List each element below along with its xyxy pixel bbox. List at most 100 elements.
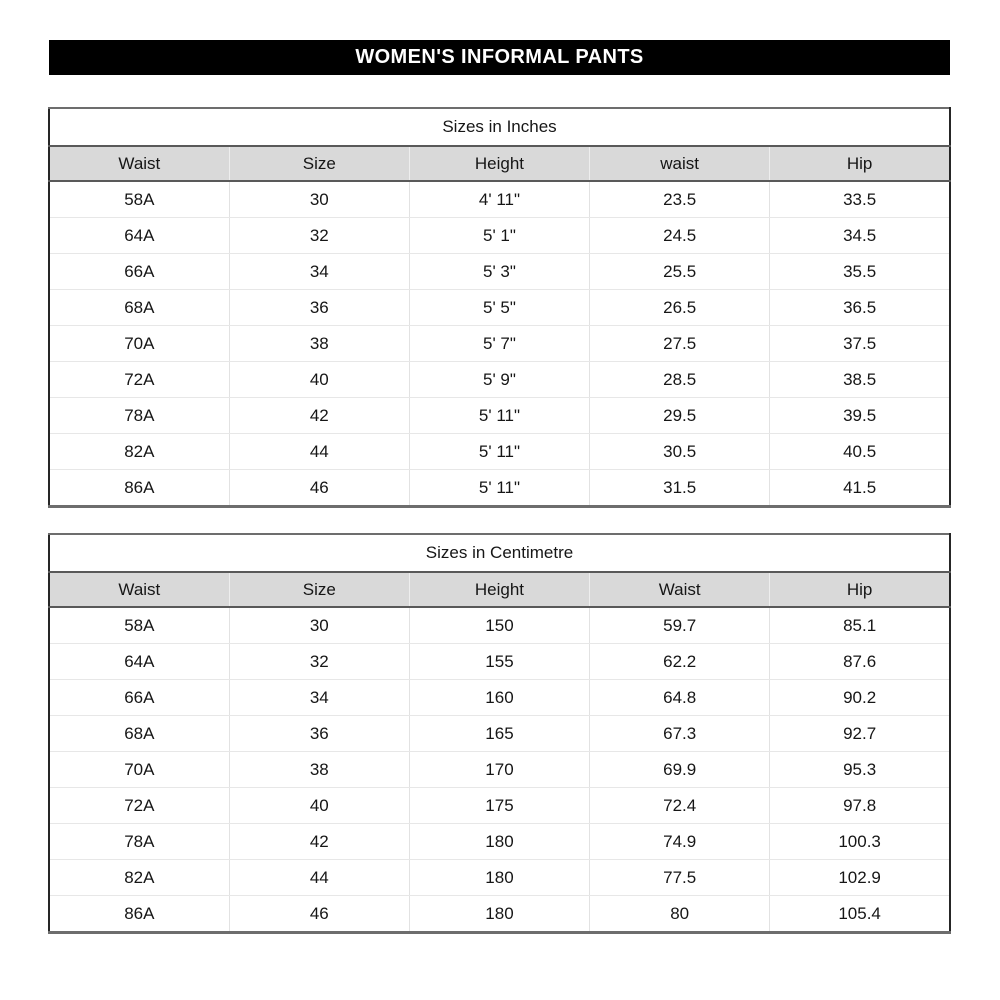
column-header-hip: Hip	[769, 146, 950, 182]
table-cell: 64.8	[589, 679, 770, 716]
table-cell: 36	[228, 289, 410, 326]
table-cell: 72A	[49, 787, 230, 824]
table-cell: 58A	[49, 181, 230, 218]
table-cell: 33.5	[769, 181, 950, 218]
table-header-row: Waist Size Height Waist Hip	[49, 572, 950, 608]
table-cell: 34	[228, 253, 410, 290]
table-cell: 80	[589, 895, 770, 933]
table-cell: 27.5	[589, 325, 770, 362]
table-cell: 5' 5"	[408, 289, 590, 326]
column-header-waist: waist	[589, 146, 770, 182]
table-cell: 67.3	[589, 715, 770, 752]
table-row: 68A 36 165 67.3 92.7	[49, 715, 950, 752]
table-cell: 5' 7"	[408, 325, 590, 362]
column-header-hip: Hip	[769, 572, 950, 608]
table-cell: 155	[408, 643, 590, 680]
column-header-waist: Waist	[589, 572, 770, 608]
table-row: 58A 30 4' 11" 23.5 33.5	[49, 181, 950, 218]
table-title: Sizes in Centimetre	[49, 534, 950, 573]
table-cell: 36.5	[769, 289, 950, 326]
table-row: 82A 44 180 77.5 102.9	[49, 859, 950, 896]
table-cell: 5' 11"	[408, 433, 590, 470]
table-cell: 32	[228, 217, 410, 254]
table-cell: 100.3	[769, 823, 950, 860]
table-cell: 78A	[49, 397, 230, 434]
table-row: 72A 40 5' 9" 28.5 38.5	[49, 361, 950, 398]
sizes-in-centimetre-table: Sizes in Centimetre Waist Size Height Waist…	[48, 533, 951, 934]
table-row: 78A 42 5' 11" 29.5 39.5	[49, 397, 950, 434]
table-cell: 68A	[49, 289, 230, 326]
table-cell: 5' 11"	[408, 397, 590, 434]
centimetre-table-section: Sizes in Centimetre Waist Size Height Waist…	[48, 533, 951, 934]
table-row: 64A 32 155 62.2 87.6	[49, 643, 950, 680]
table-cell: 5' 3"	[408, 253, 590, 290]
table-row: 58A 30 150 59.7 85.1	[49, 607, 950, 644]
table-cell: 30.5	[589, 433, 770, 470]
table-cell: 102.9	[769, 859, 950, 896]
table-cell: 39.5	[769, 397, 950, 434]
table-row: 64A 32 5' 1" 24.5 34.5	[49, 217, 950, 254]
table-cell: 42	[228, 397, 410, 434]
table-cell: 40.5	[769, 433, 950, 470]
table-cell: 29.5	[589, 397, 770, 434]
table-cell: 180	[408, 823, 590, 860]
table-cell: 82A	[49, 433, 230, 470]
table-cell: 66A	[49, 253, 230, 290]
table-row: 78A 42 180 74.9 100.3	[49, 823, 950, 860]
page-title-bar: WOMEN'S INFORMAL PANTS	[49, 40, 950, 75]
table-cell: 26.5	[589, 289, 770, 326]
table-cell: 150	[408, 607, 590, 644]
table-cell: 38	[228, 751, 410, 788]
table-cell: 86A	[124, 903, 155, 923]
table-cell: 68A	[49, 715, 230, 752]
table-cell: 5' 9"	[408, 361, 590, 398]
table-cell: 24.5	[589, 217, 770, 254]
table-cell: 95.3	[769, 751, 950, 788]
table-cell: 30	[228, 181, 410, 218]
table-cell: 70A	[49, 751, 230, 788]
table-cell: 87.6	[769, 643, 950, 680]
table-cell: 78A	[49, 823, 230, 860]
table-cell: 38	[228, 325, 410, 362]
table-cell: 4' 11"	[408, 181, 590, 218]
table-cell: 92.7	[769, 715, 950, 752]
table-row: 86A 46 180 80 105.4	[49, 895, 950, 933]
table-cell: 36	[228, 715, 410, 752]
table-cell: 160	[408, 679, 590, 716]
table-cell: 70A	[49, 325, 230, 362]
table-cell: 62.2	[589, 643, 770, 680]
table-cell: 28.5	[589, 361, 770, 398]
table-cell: 44	[228, 859, 410, 896]
table-cell: 165	[408, 715, 590, 752]
table-cell: 35.5	[769, 253, 950, 290]
table-cell: 86A	[124, 477, 155, 497]
table-cell: 90.2	[769, 679, 950, 716]
table-row: 86A 46 5' 11" 31.5 41.5	[49, 469, 950, 507]
column-header-height: Height	[408, 572, 590, 608]
table-cell: 34.5	[769, 217, 950, 254]
table-cell: 105.4	[769, 895, 950, 933]
table-cell: 180	[408, 895, 590, 933]
table-cell: 74.9	[589, 823, 770, 860]
table-cell: 40	[228, 787, 410, 824]
table-cell: 69.9	[589, 751, 770, 788]
table-cell: 44	[228, 433, 410, 470]
table-cell: 41.5	[769, 469, 950, 507]
table-row: 72A 40 175 72.4 97.8	[49, 787, 950, 824]
page-title: WOMEN'S INFORMAL PANTS	[355, 46, 644, 68]
table-cell: 42	[228, 823, 410, 860]
table-cell: 37.5	[769, 325, 950, 362]
table-cell: 175	[408, 787, 590, 824]
table-cell: 30	[228, 607, 410, 644]
table-cell: 46	[228, 469, 410, 507]
table-cell: 31.5	[589, 469, 770, 507]
table-cell: 38.5	[769, 361, 950, 398]
table-title: Sizes in Inches	[49, 108, 950, 147]
table-cell: 170	[408, 751, 590, 788]
table-row: 70A 38 5' 7" 27.5 37.5	[49, 325, 950, 362]
table-cell: 59.7	[589, 607, 770, 644]
column-header-waist: Waist	[49, 146, 230, 182]
table-body: 58A 30 150 59.7 85.1 64A 32 155 62.2 87.6 66A 34 160…	[49, 607, 950, 933]
table-row: 70A 38 170 69.9 95.3	[49, 751, 950, 788]
table-cell: 34	[228, 679, 410, 716]
